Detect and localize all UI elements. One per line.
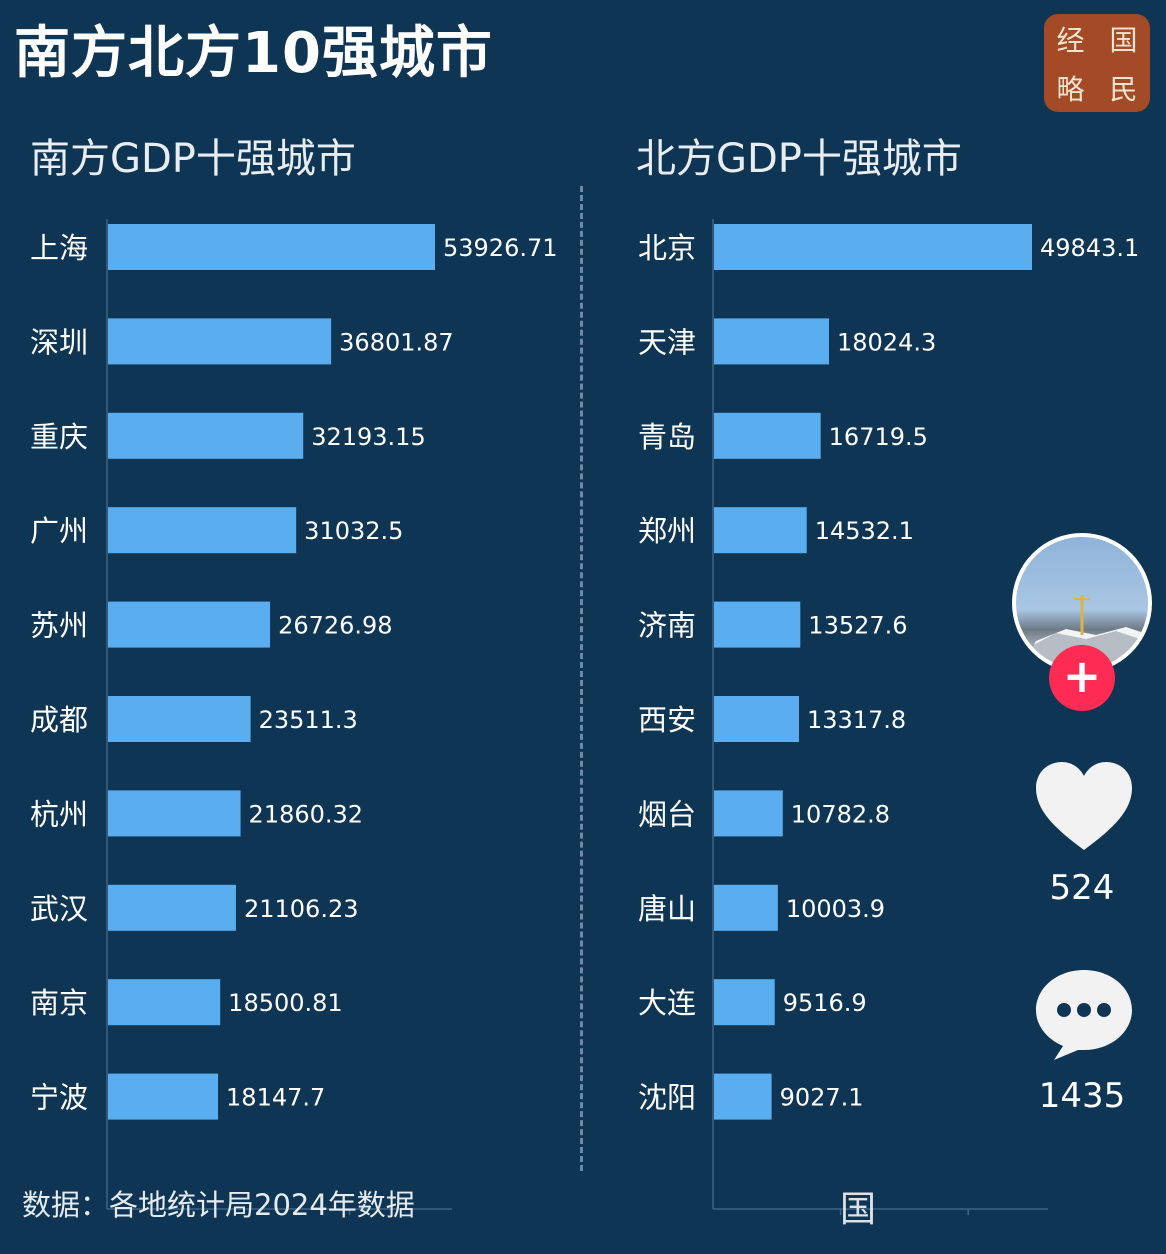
page-title: 南方北方10强城市 — [14, 21, 493, 86]
category-label: 上海 — [30, 231, 88, 265]
category-label: 南京 — [30, 986, 88, 1020]
value-label: 18024.3 — [837, 328, 936, 356]
logo-char: 国 — [1109, 23, 1138, 57]
south-chart: 上海 53926.71 深圳 36801.87 重庆 32193.15 广州 31032.5 苏… — [30, 219, 558, 1215]
category-label: 烟台 — [638, 797, 696, 831]
comment-count: 1435 — [1038, 1076, 1126, 1116]
south-chart-title: 南方GDP十强城市 — [30, 136, 356, 182]
north-chart-title: 北方GDP十强城市 — [636, 136, 962, 182]
bar — [714, 1073, 772, 1120]
bar — [714, 884, 778, 931]
value-label: 13527.6 — [808, 612, 907, 640]
value-label: 14532.1 — [815, 517, 914, 545]
category-label: 广州 — [30, 514, 88, 548]
comment-icon — [1036, 970, 1132, 1060]
heart-icon — [1036, 762, 1132, 850]
category-label: 大连 — [638, 986, 696, 1020]
watermark-bar: 国 — [840, 1180, 1150, 1230]
bar — [714, 318, 829, 365]
category-label: 杭州 — [30, 797, 88, 831]
brand-logo: 经 国 略 民 — [1044, 14, 1150, 112]
category-label: 郑州 — [638, 514, 696, 548]
bar — [714, 790, 783, 837]
category-label: 深圳 — [30, 325, 88, 359]
value-label: 32193.15 — [311, 423, 426, 451]
category-label: 重庆 — [30, 420, 88, 454]
bar — [714, 979, 775, 1026]
bar — [108, 601, 271, 648]
value-label: 53926.71 — [443, 234, 558, 262]
value-label: 18147.7 — [226, 1084, 325, 1112]
category-label: 天津 — [638, 325, 696, 359]
value-label: 18500.81 — [228, 989, 343, 1017]
watermark-text: 国 — [840, 1189, 877, 1230]
bar — [108, 318, 332, 365]
logo-char: 民 — [1109, 72, 1138, 106]
category-label: 武汉 — [30, 892, 88, 926]
category-label: 西安 — [638, 703, 696, 737]
bar — [714, 696, 799, 742]
bar — [714, 507, 807, 554]
bar — [108, 224, 435, 270]
value-label: 23511.3 — [259, 706, 358, 734]
value-label: 21106.23 — [244, 895, 359, 923]
bar — [108, 412, 304, 459]
north-chart: 北京 49843.1 天津 18024.3 青岛 16719.5 郑州 14532.1 济南 13… — [638, 219, 1139, 1215]
category-label: 沈阳 — [638, 1081, 696, 1115]
value-label: 9516.9 — [783, 989, 867, 1017]
category-label: 北京 — [638, 231, 696, 265]
bar — [714, 412, 821, 459]
value-label: 26726.98 — [278, 612, 393, 640]
bar — [108, 696, 251, 742]
category-label: 苏州 — [30, 609, 88, 643]
value-label: 13317.8 — [807, 706, 906, 734]
value-label: 31032.5 — [304, 517, 403, 545]
category-label: 唐山 — [638, 892, 696, 926]
comment-button[interactable] — [1034, 966, 1134, 1066]
bar — [714, 601, 801, 648]
value-label: 16719.5 — [829, 423, 928, 451]
category-label: 青岛 — [638, 420, 696, 454]
panel-divider — [580, 186, 583, 1171]
bar — [108, 1073, 219, 1120]
category-label: 成都 — [30, 703, 88, 737]
like-count: 524 — [1049, 868, 1115, 908]
value-label: 9027.1 — [780, 1084, 864, 1112]
bar — [108, 790, 241, 837]
bar — [714, 224, 1032, 270]
value-label: 36801.87 — [339, 328, 454, 356]
data-source-note: 数据：各地统计局2024年数据 — [22, 1188, 415, 1222]
logo-char: 经 — [1056, 23, 1085, 57]
value-label: 10003.9 — [786, 895, 885, 923]
follow-button[interactable]: + — [1049, 645, 1115, 711]
value-label: 21860.32 — [249, 800, 364, 828]
bar — [108, 884, 236, 931]
category-label: 宁波 — [30, 1081, 88, 1115]
category-label: 济南 — [638, 609, 696, 643]
value-label: 10782.8 — [791, 800, 890, 828]
like-button[interactable] — [1034, 760, 1134, 856]
bar — [108, 979, 221, 1026]
logo-char: 略 — [1056, 72, 1085, 106]
value-label: 49843.1 — [1040, 234, 1139, 262]
bar — [108, 507, 297, 554]
